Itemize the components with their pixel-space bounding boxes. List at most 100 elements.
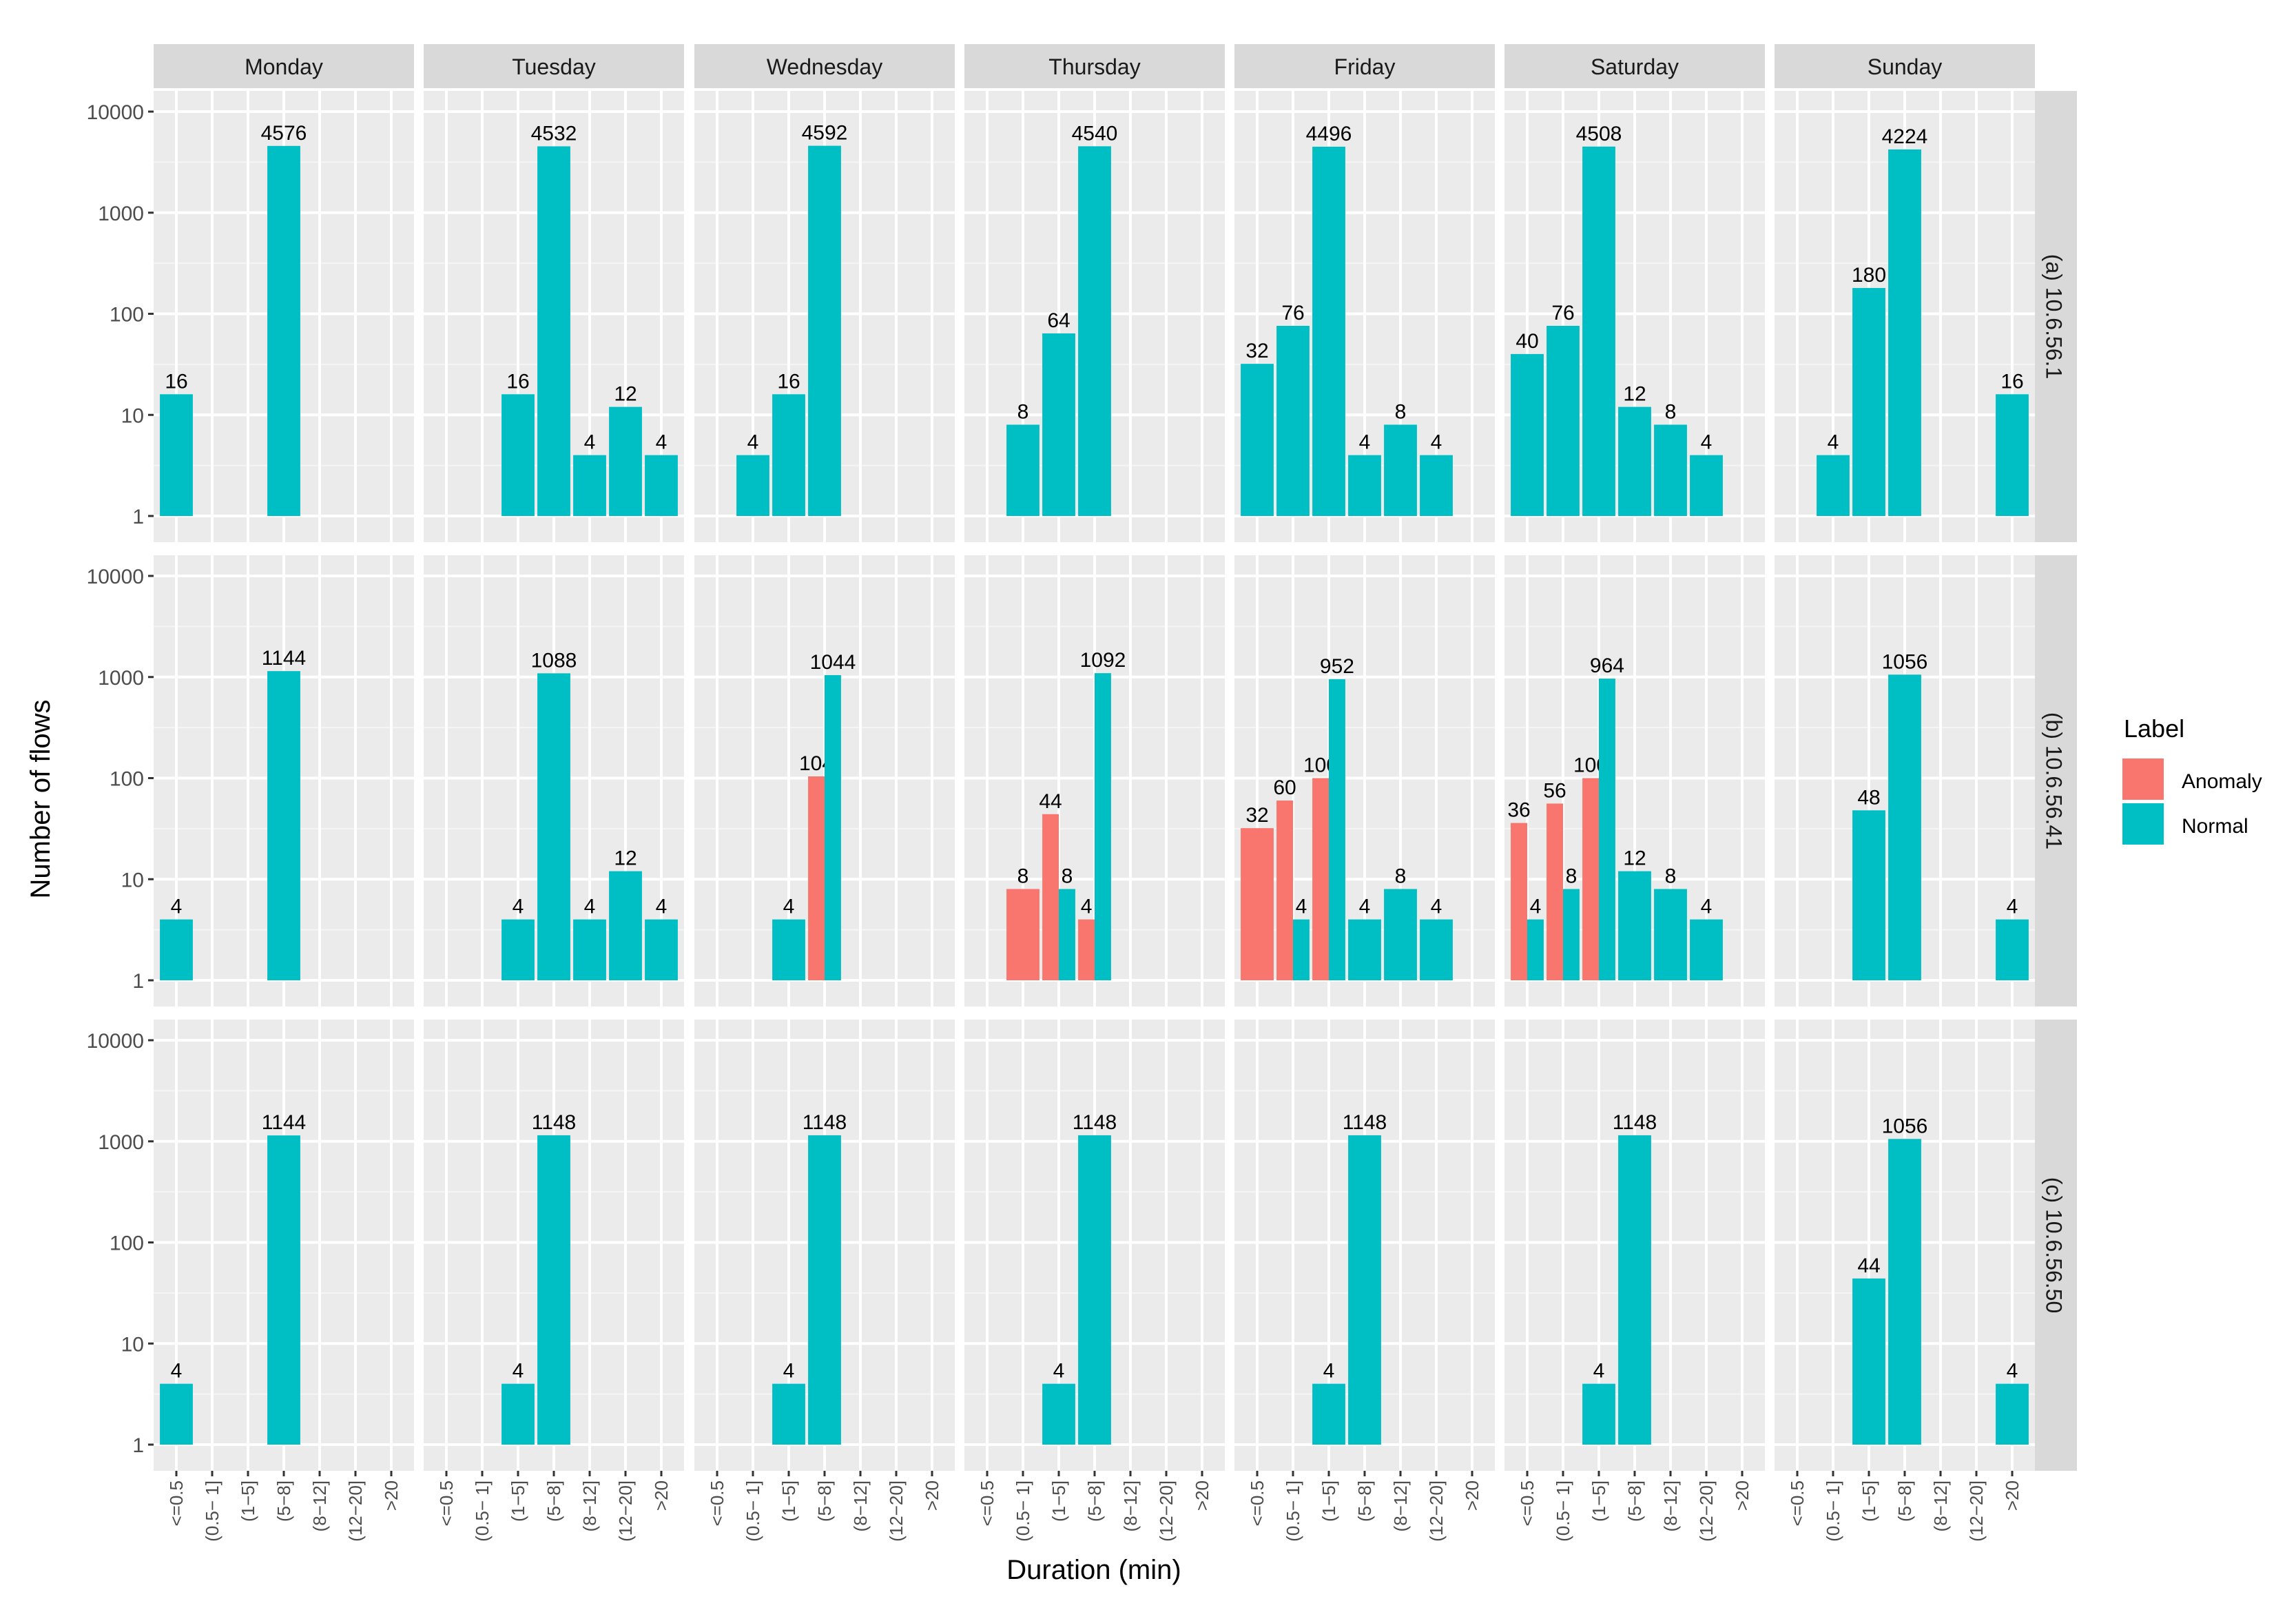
- x-tick-label: (5−8]: [1084, 1480, 1105, 1522]
- bar-normal: [1078, 146, 1111, 517]
- bar-value-label: 1148: [1343, 1111, 1387, 1134]
- bar-normal: [1420, 919, 1453, 980]
- bar-normal: [1563, 889, 1580, 980]
- bar-value-label: 4496: [1306, 123, 1352, 145]
- bar-value-label: 4540: [1072, 122, 1118, 145]
- bar-normal: [1547, 325, 1580, 516]
- bar-value-label: 1148: [803, 1111, 847, 1134]
- bar-normal: [501, 394, 535, 516]
- bar-normal: [501, 919, 535, 980]
- bar-normal: [772, 919, 805, 980]
- x-tick-label: >20: [1462, 1480, 1482, 1511]
- x-tick-label: (12−20]: [345, 1480, 366, 1542]
- bar-value-label: 44: [1039, 790, 1062, 813]
- row-strip-2: (b) 10.6.56.41: [2031, 555, 2077, 1006]
- legend-title: Label: [2124, 714, 2184, 743]
- bar-value-label: 952: [1320, 655, 1354, 678]
- x-tick-label: (1−5]: [238, 1480, 258, 1522]
- bar-normal: [160, 394, 193, 516]
- bar-value-label: 8: [1395, 865, 1407, 887]
- bar-value-label: 4: [1081, 896, 1093, 918]
- bar-value-label: 1148: [532, 1111, 577, 1134]
- column-strip-tuesday: Tuesday: [424, 44, 684, 88]
- x-tick-label: >20: [2002, 1480, 2023, 1511]
- column-strip-label: Monday: [245, 54, 323, 79]
- column-strip-label: Tuesday: [512, 54, 596, 79]
- y-tick-label: 10000: [87, 566, 144, 588]
- bar-value-label: 8: [1665, 400, 1677, 423]
- bar-value-label: 4: [584, 431, 596, 454]
- column-strip-bg: [424, 44, 684, 88]
- panel-1-saturday: 40 76 4508 12 8 4: [1504, 91, 1765, 542]
- x-tick-label: >20: [922, 1480, 942, 1511]
- bar-normal: [1384, 424, 1417, 516]
- bar-normal: [1690, 455, 1723, 516]
- panel-1-monday: 16 4576 1 10 100 1000 10000: [87, 91, 414, 542]
- bar-value-label: 964: [1590, 654, 1624, 677]
- y-tick-label: 10000: [87, 1030, 144, 1053]
- y-tick-label: 100: [110, 304, 144, 327]
- bar-value-label: 1056: [1882, 650, 1928, 673]
- x-tick-label: (8−12]: [850, 1480, 871, 1531]
- x-tick-label: >20: [1192, 1480, 1212, 1511]
- bar-normal: [267, 671, 300, 980]
- bar-normal: [1527, 919, 1544, 980]
- x-tick-label: (1−5]: [1048, 1480, 1069, 1522]
- bar-value-label: 4: [1323, 1360, 1335, 1383]
- bar-normal: [1996, 919, 2029, 980]
- row-strip-bg: [2031, 1020, 2077, 1471]
- bar-value-label: 1088: [531, 649, 577, 672]
- y-tick-label: 1000: [98, 1131, 144, 1154]
- bar-value-label: 1148: [1613, 1111, 1657, 1134]
- x-tick-label: (0.5− 1]: [472, 1480, 493, 1542]
- bar-value-label: 1092: [1080, 649, 1126, 672]
- panel-1-thursday: 8 64 4540: [964, 91, 1225, 542]
- bar-normal: [808, 145, 841, 517]
- bar-value-label: 8: [1566, 865, 1578, 887]
- y-tick-label: 1000: [98, 203, 144, 225]
- bar-value-label: 4: [1359, 896, 1371, 918]
- panel-2-tuesday: 4 1088 4 12 4: [424, 555, 684, 1006]
- bar-value-label: 4: [1431, 896, 1442, 918]
- x-tick-label: <=0.5: [436, 1480, 457, 1527]
- bar-normal: [1095, 673, 1111, 980]
- x-tick-label: (8−12]: [1660, 1480, 1681, 1531]
- column-strip-bg: [694, 44, 955, 88]
- bar-value-label: 60: [1273, 776, 1296, 799]
- bar-normal: [537, 146, 570, 516]
- x-tick-label: (1−5]: [1859, 1480, 1879, 1522]
- bar-value-label: 4: [2007, 1360, 2018, 1383]
- column-strip-bg: [1504, 44, 1765, 88]
- x-tick-label: >20: [651, 1480, 672, 1511]
- x-tick-label: (0.5− 1]: [1823, 1480, 1843, 1542]
- bar-normal: [1996, 394, 2029, 516]
- bar-value-label: 4: [1593, 1360, 1605, 1383]
- y-tick-label: 10: [121, 869, 144, 891]
- x-tick-label: (1−5]: [508, 1480, 528, 1522]
- column-strip-label: Saturday: [1591, 54, 1679, 79]
- bar-value-label: 4576: [261, 122, 307, 145]
- x-tick-label: (5−8]: [1354, 1480, 1375, 1522]
- x-tick-label: (8−12]: [309, 1480, 330, 1531]
- bar-value-label: 4532: [531, 122, 577, 145]
- bar-normal: [573, 919, 606, 980]
- bar-value-label: 32: [1245, 804, 1268, 827]
- bar-normal: [1852, 1278, 1885, 1445]
- bar-normal: [645, 919, 678, 980]
- bar-normal: [537, 1135, 570, 1445]
- x-tick-label: (12−20]: [1156, 1480, 1177, 1542]
- column-strip-label: Sunday: [1868, 54, 1943, 79]
- bar-normal: [1006, 424, 1040, 516]
- bar-normal: [1348, 455, 1381, 516]
- panel-1-wednesday: 4 16 4592: [694, 91, 955, 542]
- bar-normal: [501, 1383, 535, 1445]
- bar-normal: [1042, 333, 1075, 516]
- panel-1-tuesday: 16 4532 4 12 4: [424, 91, 684, 542]
- y-tick-label: 1: [132, 970, 144, 993]
- row-strip-label: (b) 10.6.56.41: [2042, 712, 2067, 849]
- bar-value-label: 16: [2000, 370, 2023, 393]
- bar-value-label: 4: [1296, 896, 1307, 918]
